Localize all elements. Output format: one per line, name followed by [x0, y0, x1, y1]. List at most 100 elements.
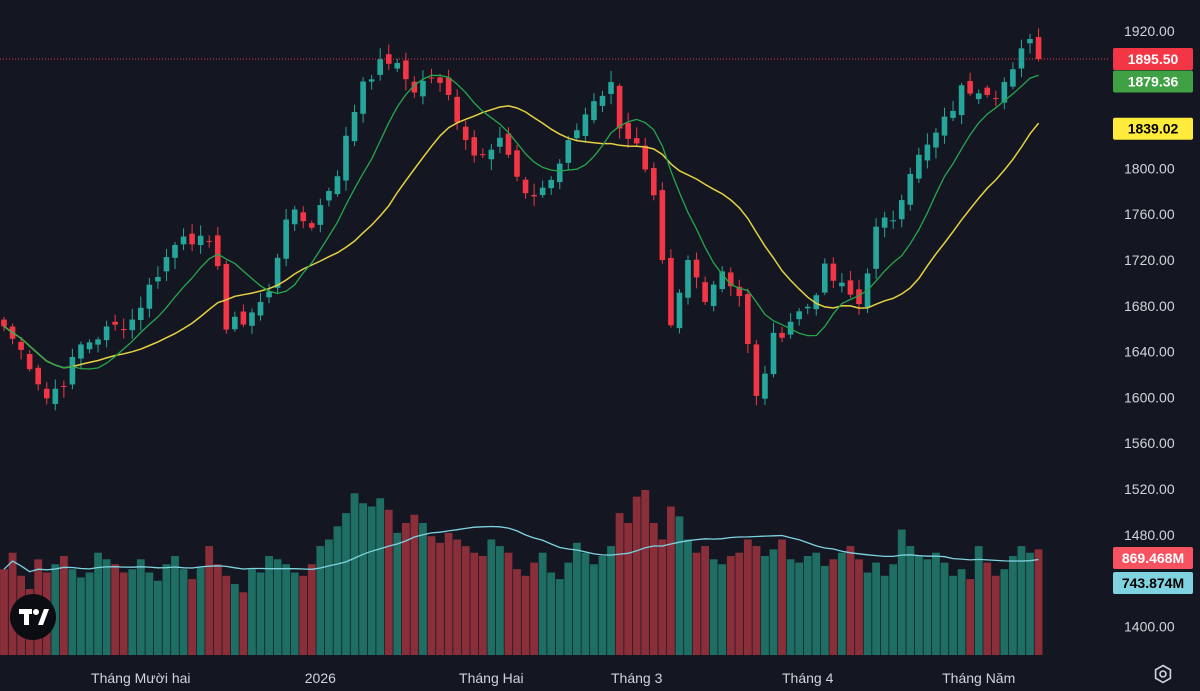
volume-bar [923, 559, 932, 655]
candle-body [257, 301, 264, 316]
volume-ma-path [3, 525, 1039, 573]
volume-bar [974, 546, 983, 655]
candle-body [138, 307, 144, 321]
candle [762, 365, 768, 405]
candle [787, 313, 794, 339]
candle-body [180, 236, 187, 245]
candle-body [112, 321, 118, 325]
candle-body [428, 77, 435, 79]
candle [881, 211, 888, 238]
volume-bar [359, 503, 367, 655]
candle-body [668, 257, 674, 326]
volume-bar [769, 549, 778, 655]
candle-body [206, 240, 212, 242]
volume-bar [325, 539, 333, 655]
candle-body [779, 332, 785, 338]
ma-fast-tag-text: 1879.36 [1128, 74, 1179, 90]
time-tick-label: Tháng Hai [459, 670, 524, 686]
candle-body [214, 235, 221, 267]
settings-icon[interactable] [1153, 664, 1173, 684]
last-price-tag: 1895.50 [1113, 48, 1193, 71]
candle [804, 303, 811, 315]
volume-bar [487, 539, 496, 655]
candle-body [591, 101, 597, 121]
candle-body [608, 82, 614, 94]
candle-body [78, 344, 84, 359]
candle [856, 279, 862, 315]
volume-bar [102, 559, 111, 655]
volume-bar [299, 575, 308, 655]
volume-bar [932, 552, 940, 655]
volume-bar [1026, 552, 1034, 655]
candle-body [334, 176, 341, 195]
candle-body [368, 79, 375, 82]
candle-body [471, 137, 478, 156]
candle [625, 112, 631, 149]
candle-body [454, 96, 460, 123]
candle [779, 326, 785, 343]
time-axis: Tháng Mười hai 2026 Tháng Hai Tháng 3 Tháng … [91, 670, 1015, 686]
candle [556, 159, 563, 190]
tradingview-logo-icon[interactable] [10, 594, 56, 640]
price-tags: 1895.50 1879.36 1839.02 869.468M 743.874M [1113, 48, 1193, 594]
candle [497, 126, 503, 154]
candle-body [822, 263, 828, 293]
volume-bar [196, 567, 205, 655]
candle [531, 183, 537, 207]
candle [300, 206, 307, 229]
time-tick-label: 2026 [305, 670, 336, 686]
ma-fast-tag: 1879.36 [1113, 70, 1193, 93]
candle-body [249, 312, 255, 326]
volume-bar [761, 556, 769, 655]
candle [462, 120, 469, 150]
volume-bar [461, 546, 470, 655]
candle-body [146, 284, 153, 309]
candle-body [924, 144, 931, 161]
candle-body [437, 77, 443, 83]
moving-averages [3, 74, 1040, 370]
volume-bar [436, 542, 444, 655]
volume-bar [316, 546, 325, 655]
volume-bar [795, 562, 804, 655]
volume-bar [855, 559, 863, 655]
candle [967, 72, 973, 96]
candle [214, 227, 221, 270]
volume-bar [718, 564, 727, 655]
candle-body [86, 342, 93, 350]
candle-body [727, 272, 734, 287]
volume-bar [282, 564, 291, 655]
volume-bar [162, 564, 171, 655]
volume-bar [906, 546, 915, 655]
candle [642, 137, 649, 173]
candle [727, 267, 734, 297]
volume-bar [590, 564, 598, 655]
candle [873, 218, 879, 280]
candle [52, 379, 59, 411]
candle [916, 147, 922, 184]
volume-ma-tag-text: 743.874M [1122, 575, 1184, 591]
volume-bar [726, 556, 735, 655]
candle [693, 252, 700, 289]
candle-body [394, 63, 401, 69]
candle-body [488, 149, 495, 160]
candle [266, 283, 272, 304]
candle-body [385, 54, 392, 64]
volume-bar [1017, 546, 1026, 655]
volume-bar [273, 559, 282, 655]
volume-bar [256, 572, 265, 655]
candle-body [35, 367, 41, 385]
candle-body [1001, 81, 1008, 103]
ma-slow-tag-text: 1839.02 [1128, 121, 1179, 137]
candle-body [462, 126, 469, 141]
volume-bar [419, 523, 427, 655]
candle-body [993, 98, 999, 100]
candle-body [163, 257, 170, 272]
volume-bar [1000, 569, 1009, 655]
volume-bar [564, 562, 573, 655]
volume-bar [598, 556, 607, 655]
candle-body [232, 316, 238, 330]
candle-body [753, 344, 760, 396]
candle-body [685, 260, 691, 298]
candle [616, 83, 623, 139]
